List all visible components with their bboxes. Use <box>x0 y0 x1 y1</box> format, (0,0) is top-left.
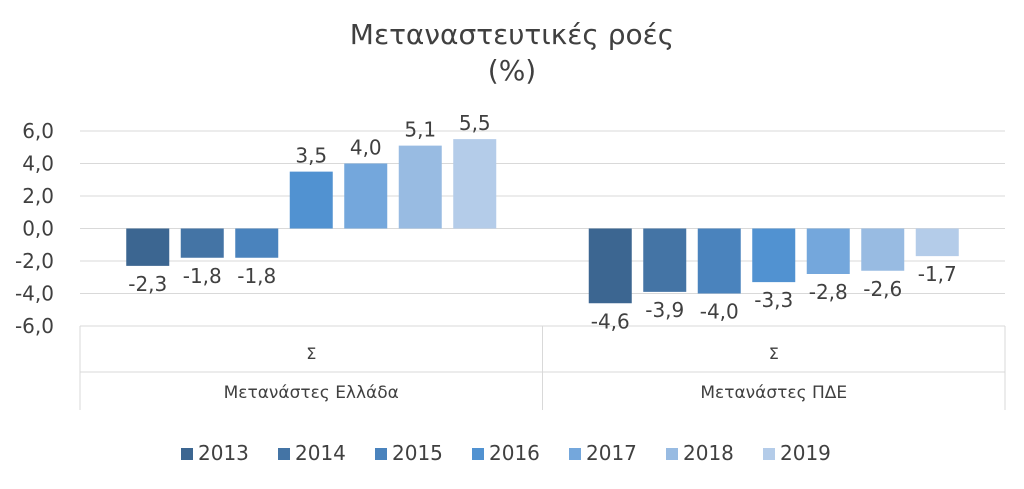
legend-swatch <box>375 448 387 460</box>
bar <box>289 171 333 229</box>
data-label: 5,1 <box>404 118 436 142</box>
data-label: 4,0 <box>350 136 382 160</box>
y-tick-label: -4,0 <box>15 282 54 306</box>
legend-label: 2017 <box>586 441 637 465</box>
y-tick-label: -2,0 <box>15 249 54 273</box>
y-tick-label: 4,0 <box>22 152 54 176</box>
bar <box>915 228 959 257</box>
data-label: -1,8 <box>237 264 276 288</box>
bar <box>235 228 279 258</box>
data-label: -4,0 <box>700 300 739 324</box>
legend-label: 2018 <box>683 441 734 465</box>
legend: 2013 2014 2015 2016 2017 2018 2019 <box>181 441 831 465</box>
category-sublabel: Σ <box>769 344 779 363</box>
gridlines <box>80 130 1005 327</box>
data-label: -2,8 <box>809 280 848 304</box>
category-sublabel: Σ <box>306 344 316 363</box>
data-label: 3,5 <box>295 144 327 168</box>
data-label: -2,3 <box>128 272 167 296</box>
category-label: Μετανάστες ΠΔΕ <box>700 383 847 403</box>
y-tick-label: 2,0 <box>22 184 54 208</box>
bar <box>697 228 741 294</box>
legend-swatch <box>278 448 290 460</box>
y-tick-label: 6,0 <box>22 119 54 143</box>
legend-label: 2015 <box>392 441 443 465</box>
legend-label: 2016 <box>489 441 540 465</box>
bar <box>180 228 224 258</box>
chart-title: Μεταναστευτικές ροές <box>350 18 674 51</box>
chart-subtitle: (%) <box>488 54 536 87</box>
data-label: -2,6 <box>863 277 902 301</box>
legend-label: 2014 <box>295 441 346 465</box>
data-label: -1,8 <box>183 264 222 288</box>
data-label: -4,6 <box>591 309 630 333</box>
bar <box>643 228 687 292</box>
bar <box>588 228 632 304</box>
data-label: -1,7 <box>918 262 957 286</box>
bar <box>861 228 905 271</box>
legend-swatch <box>763 448 775 460</box>
y-axis-tick-labels: 6,0 4,0 2,0 0,0 -2,0 -4,0 -6,0 <box>15 119 54 338</box>
legend-swatch <box>569 448 581 460</box>
legend-swatch <box>181 448 193 460</box>
legend-swatch <box>666 448 678 460</box>
legend-label: 2019 <box>780 441 831 465</box>
bar <box>806 228 850 274</box>
bar <box>344 163 388 229</box>
category-axis: Σ Μετανάστες Ελλάδα Σ Μετανάστες ΠΔΕ <box>79 326 1006 410</box>
data-label: -3,3 <box>754 288 793 312</box>
data-label: -3,9 <box>645 298 684 322</box>
bar <box>453 139 497 229</box>
y-tick-label: -6,0 <box>15 314 54 338</box>
category-label: Μετανάστες Ελλάδα <box>224 383 399 403</box>
bar <box>126 228 170 266</box>
legend-swatch <box>472 448 484 460</box>
data-label: 5,5 <box>459 111 491 135</box>
data-labels: -2,3 -1,8 -1,8 3,5 4,0 5,1 5,5 -4,6 -3,9 -4,0 -3,3… <box>128 111 957 333</box>
bars <box>126 139 959 304</box>
bar <box>398 145 442 229</box>
bar <box>752 228 796 283</box>
legend-label: 2013 <box>198 441 249 465</box>
y-tick-label: 0,0 <box>22 217 54 241</box>
